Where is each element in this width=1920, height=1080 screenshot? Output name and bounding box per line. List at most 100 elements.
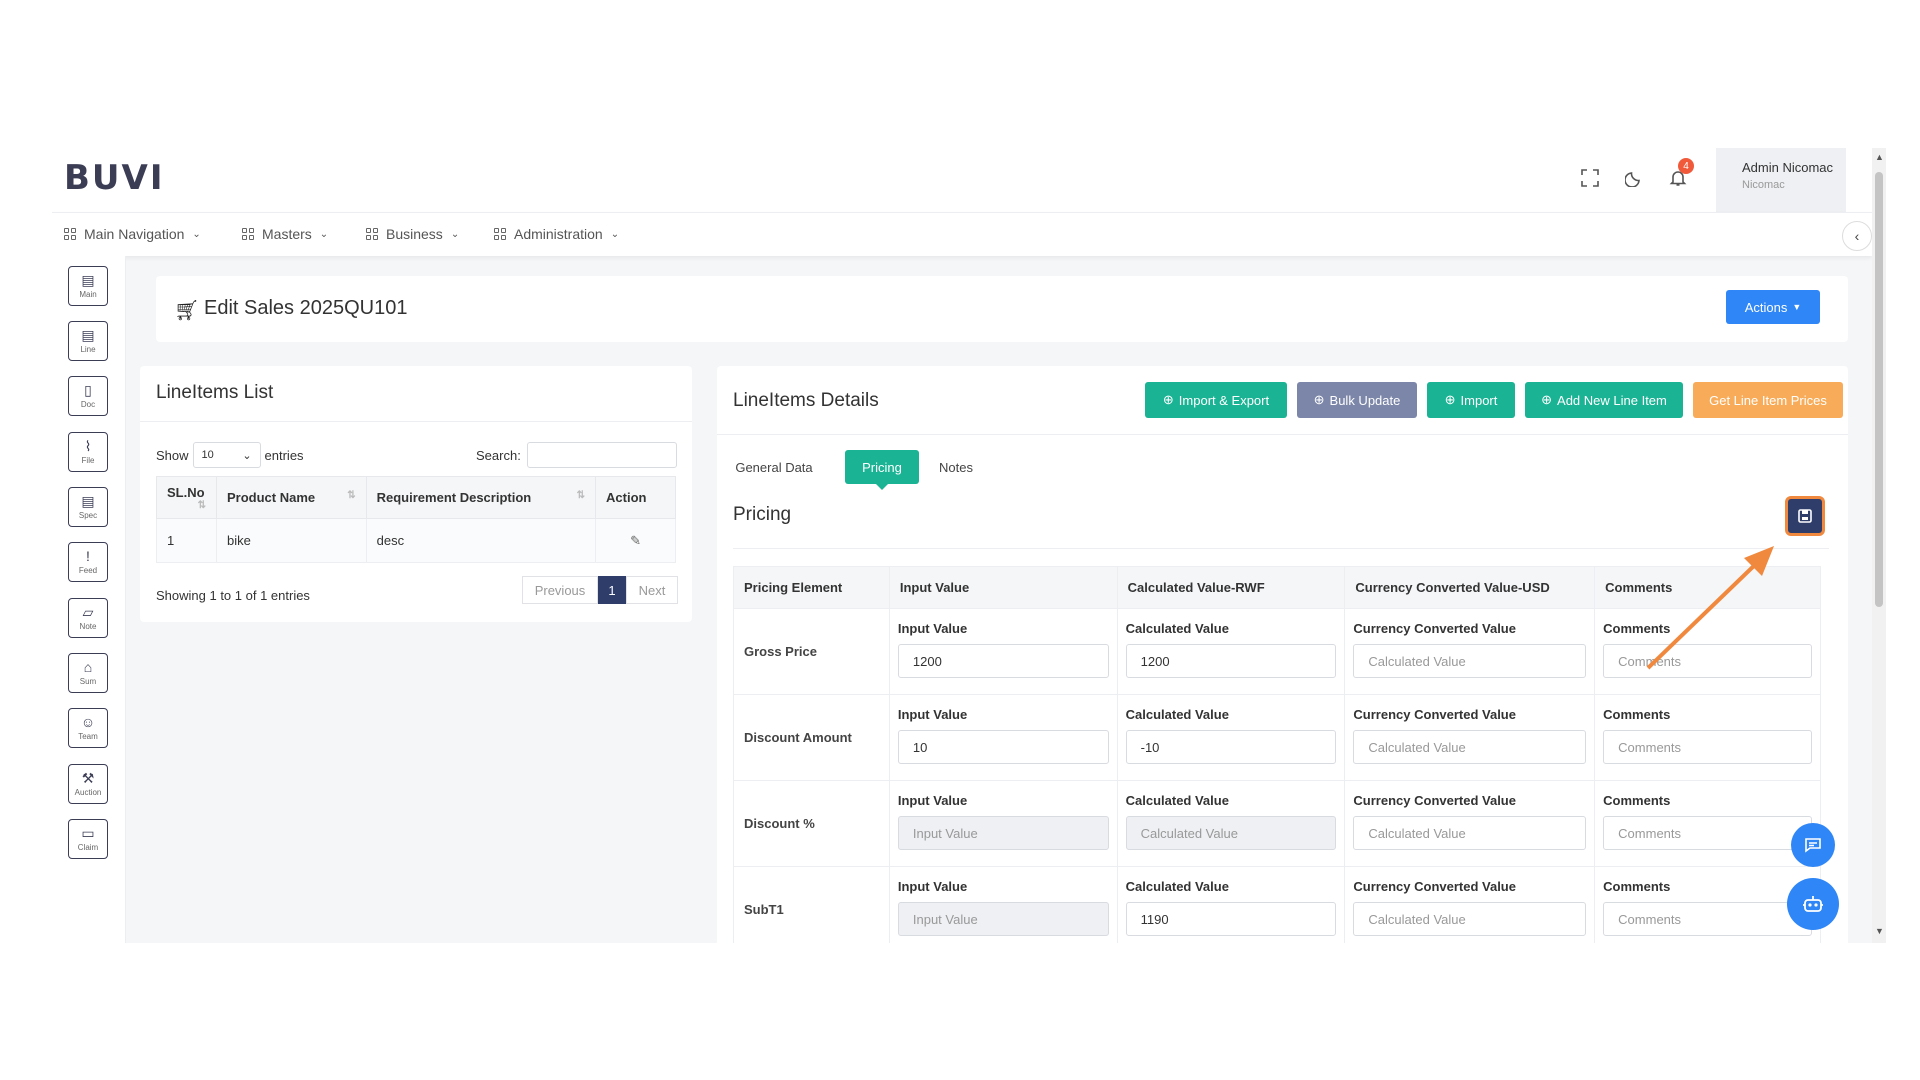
tab-general-data[interactable]: General Data [735,459,813,475]
user-org: Nicomac [1742,179,1785,191]
subt1-converted-value[interactable] [1353,902,1587,936]
grid-icon [494,228,506,240]
subt1-comments[interactable] [1603,902,1812,936]
discount-amount-calculated-value[interactable] [1125,730,1337,764]
gross-price-comments[interactable] [1603,644,1812,678]
import-export-button[interactable]: ⊕ Import & Export [1145,382,1287,418]
button-label: Add New Line Item [1557,392,1667,408]
pricing-element-label: Discount Amount [733,694,890,781]
doc-icon: ▯ [84,382,92,398]
page-title: Edit Sales 2025QU101 [204,297,408,319]
sidebar-item-line[interactable]: ▤ Line [68,321,108,361]
user-name: Admin Nicomac [1742,160,1834,175]
tab-pricing[interactable]: Pricing [845,450,919,484]
pricing-row-subt1: SubT1 Input Value Calculated Value Curre… [733,866,1821,943]
gross-price-input-value[interactable] [897,644,1109,678]
scrollbar-thumb[interactable] [1875,172,1883,607]
gross-price-converted-value[interactable] [1353,644,1587,678]
active-tab-pointer [876,484,888,490]
user-menu[interactable]: Admin Nicomac Nicomac [1716,148,1846,212]
actions-label: Actions [1744,299,1788,315]
entries-info: Showing 1 to 1 of 1 entries [156,588,310,603]
main-nav-bar: Main Navigation ⌄ Masters ⌄ Business ⌄ A… [52,212,1872,256]
gross-price-calculated-value[interactable] [1125,644,1337,678]
button-label: Get Line Item Prices [1709,392,1827,408]
sidebar-item-main[interactable]: ▤ Main [68,266,108,306]
pricing-row-discount-amount: Discount Amount Input Value Calculated V… [733,694,1821,781]
app-logo[interactable]: BUVI [64,158,165,198]
next-page-button[interactable]: Next [626,576,678,604]
scroll-up-arrow-icon[interactable]: ▲ [1875,152,1884,162]
discount-amount-converted-value[interactable] [1353,730,1587,764]
pagination: Previous 1 Next [522,576,678,604]
field-label: Comments [1603,793,1671,808]
discount-amount-input-value[interactable] [897,730,1109,764]
save-button[interactable] [1785,496,1825,536]
sidebar-item-doc[interactable]: ▯ Doc [68,376,108,416]
nav-main-navigation[interactable]: Main Navigation ⌄ [64,226,201,242]
column-header-comments: Comments [1594,566,1821,609]
sidebar-item-feed[interactable]: ! Feed [68,542,108,582]
sidebar-item-spec[interactable]: ▤ Spec [68,487,108,527]
field-label: Input Value [897,879,968,894]
actions-dropdown-button[interactable]: Actions ▼ [1726,290,1820,324]
page-size-select[interactable]: 10 ⌄ [192,442,261,468]
sidebar-item-file[interactable]: ⌇ File [68,432,108,472]
field-label: Comments [1603,707,1671,722]
bulk-update-button[interactable]: ⊕ Bulk Update [1297,382,1417,418]
discount-percent-calculated-value[interactable] [1125,816,1337,850]
nav-masters[interactable]: Masters ⌄ [242,226,328,242]
notification-bell-icon[interactable]: 4 [1664,158,1694,192]
discount-percent-converted-value[interactable] [1353,816,1587,850]
edit-pencil-icon[interactable]: ✎ [630,532,641,548]
plus-circle-icon: ⊕ [1162,392,1174,407]
nav-administration[interactable]: Administration ⌄ [494,226,619,242]
feedback-icon: ! [86,548,90,564]
scroll-down-arrow-icon[interactable]: ▼ [1875,926,1884,936]
nav-business[interactable]: Business ⌄ [366,226,459,242]
dark-mode-icon[interactable] [1620,164,1648,192]
entries-label: entries [264,447,304,463]
sort-icon: ⇅ [576,490,586,501]
column-header-action: Action [595,476,676,519]
collapse-sidebar-button[interactable]: ‹ [1842,221,1872,251]
import-button[interactable]: ⊕ Import [1427,382,1515,418]
sidebar-item-sum[interactable]: ⌂ Sum [68,653,108,693]
team-icon: ☺ [80,714,96,730]
tab-notes[interactable]: Notes [939,459,973,475]
grid-icon [366,228,378,240]
page-1-button[interactable]: 1 [598,576,626,604]
pricing-element-label: Gross Price [733,608,890,695]
sidebar-item-team[interactable]: ☺ Team [68,708,108,748]
search-input[interactable] [526,442,677,468]
sidebar-item-auction[interactable]: ⚒ Auction [68,764,108,804]
field-label: Input Value [897,621,968,636]
chat-float-button[interactable] [1791,823,1835,867]
get-line-item-prices-button[interactable]: Get Line Item Prices [1693,382,1843,418]
discount-percent-comments[interactable] [1603,816,1812,850]
page-scrollbar[interactable]: ▲ ▼ [1872,148,1886,943]
sidebar-item-claim[interactable]: ▭ Claim [68,819,108,859]
sidebar-item-note[interactable]: ▱ Note [68,598,108,638]
table-row[interactable]: 1 bike desc ✎ [156,518,676,563]
previous-page-button[interactable]: Previous [522,576,598,604]
sidebar-item-label: Doc [80,400,96,409]
fullscreen-icon[interactable] [1576,164,1604,192]
lineitems-list-title: LineItems List [156,382,274,403]
add-new-line-item-button[interactable]: ⊕ Add New Line Item [1525,382,1683,418]
subt1-calculated-value[interactable] [1125,902,1337,936]
subt1-input-value[interactable] [897,902,1109,936]
discount-percent-input-value[interactable] [897,816,1109,850]
nav-label: Administration [514,226,603,242]
discount-amount-comments[interactable] [1603,730,1812,764]
column-header-sl[interactable]: SL.No ⇅ [156,476,217,519]
search-control: Search: [476,442,677,468]
column-header-description[interactable]: Requirement Description ⇅ [365,476,597,519]
chat-icon: ▭ [81,825,95,841]
field-label: Calculated Value [1125,621,1229,636]
field-label: Calculated Value [1125,707,1229,722]
assistant-bot-button[interactable] [1787,878,1839,930]
field-label: Currency Converted Value [1353,621,1516,636]
field-label: Currency Converted Value [1353,793,1516,808]
column-header-product[interactable]: Product Name ⇅ [215,476,367,519]
